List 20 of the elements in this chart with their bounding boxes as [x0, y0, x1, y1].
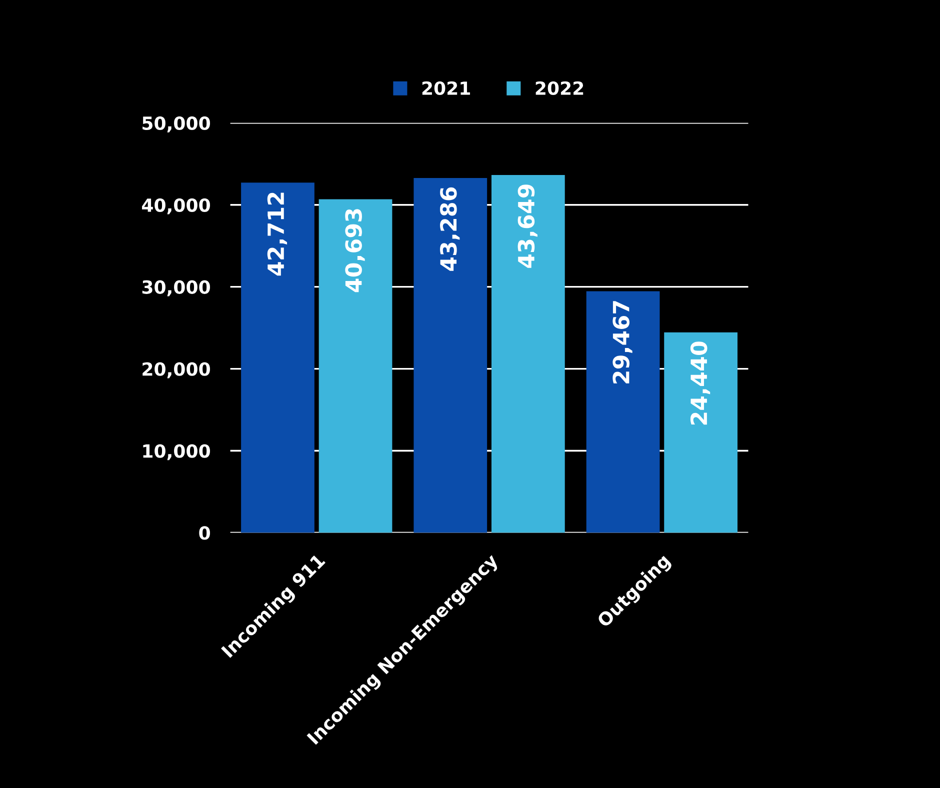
y-tick-label: 20,000: [142, 362, 210, 378]
legend-label: 2022: [536, 81, 584, 95]
legend-label: 2021: [422, 81, 470, 95]
data-label: 42,712: [267, 192, 288, 276]
y-tick-label: 50,000: [142, 116, 210, 132]
y-tick-label: 0: [199, 526, 210, 540]
bar: [664, 332, 738, 533]
y-tick-label: 30,000: [142, 280, 210, 296]
bar: [318, 199, 392, 533]
y-tick-label: 10,000: [143, 444, 210, 460]
bar: [586, 291, 660, 533]
data-label: 40,693: [345, 209, 365, 292]
bar: [241, 182, 314, 533]
bar: [414, 178, 488, 533]
data-label: 43,286: [440, 187, 460, 271]
data-label: 29,467: [612, 301, 632, 384]
data-label: 24,440: [690, 342, 710, 425]
bar: [491, 174, 565, 533]
y-tick-label: 40,000: [142, 198, 210, 214]
data-label: 43,649: [518, 184, 538, 268]
